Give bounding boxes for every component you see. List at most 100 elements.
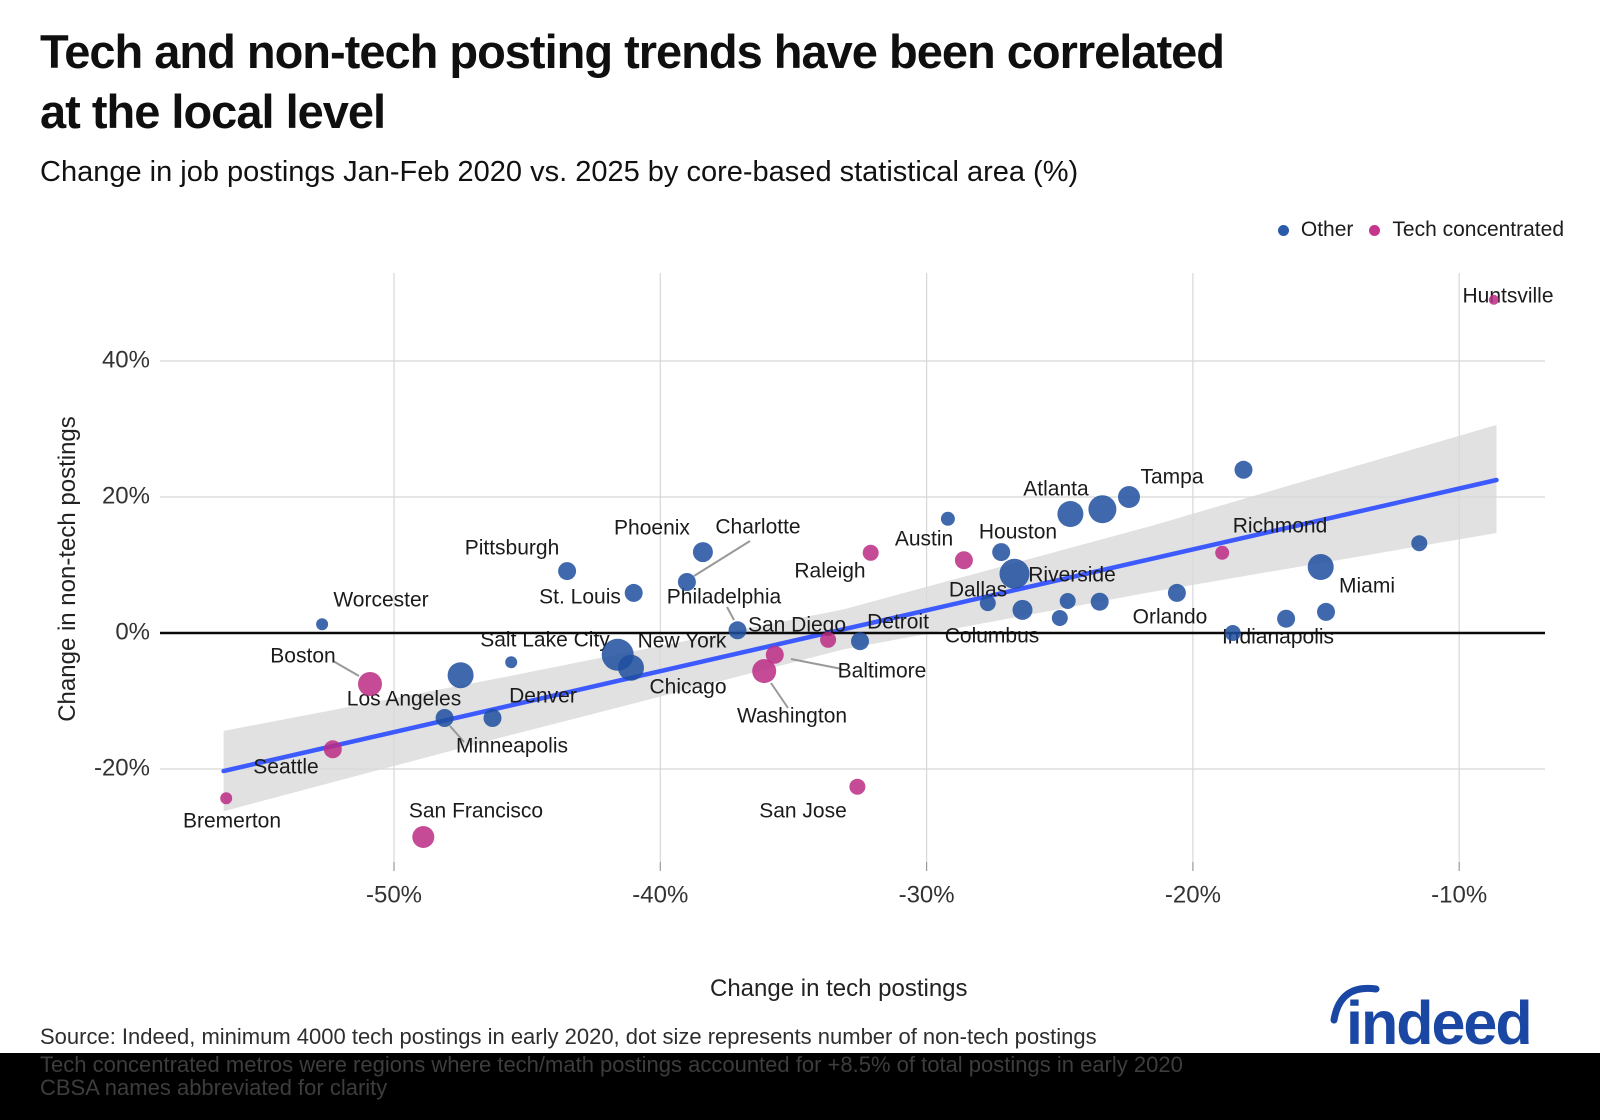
label-leader-line bbox=[449, 725, 465, 743]
scatter-point-richmond bbox=[1215, 545, 1230, 560]
scatter-point-unlabeled bbox=[1277, 609, 1296, 628]
scatter-point-unlabeled bbox=[1059, 593, 1076, 609]
city-label-charlotte: Charlotte bbox=[715, 516, 800, 539]
city-label-phoenix: Phoenix bbox=[614, 517, 690, 540]
city-label-boston: Boston bbox=[270, 645, 335, 668]
scatter-point-san-diego bbox=[820, 631, 837, 648]
scatter-point-washington bbox=[752, 659, 777, 684]
scatter-point-pittsburgh bbox=[558, 562, 577, 581]
city-label-pittsburgh: Pittsburgh bbox=[465, 537, 560, 560]
city-label-new-york: New York bbox=[638, 630, 727, 653]
scatter-point-miami bbox=[1307, 554, 1334, 580]
scatter-point-indianapolis bbox=[1224, 625, 1241, 641]
x-tick-label: -40% bbox=[632, 881, 688, 908]
scatter-point-phoenix bbox=[692, 542, 713, 563]
city-label-baltimore: Baltimore bbox=[838, 660, 927, 683]
legend-dot-other-icon bbox=[1277, 224, 1289, 236]
label-leader-line bbox=[726, 606, 735, 621]
scatter-point-huntsville bbox=[1488, 294, 1499, 305]
y-axis-title: Change in non-tech postings bbox=[54, 416, 81, 722]
y-tick-label: 0% bbox=[115, 618, 150, 645]
x-tick-label: -10% bbox=[1431, 881, 1487, 908]
city-label-houston: Houston bbox=[979, 521, 1057, 544]
city-label-miami: Miami bbox=[1339, 575, 1395, 598]
scatter-point-detroit bbox=[851, 632, 869, 651]
city-label-orlando: Orlando bbox=[1133, 606, 1208, 629]
scatter-point-minneapolis bbox=[435, 709, 454, 727]
scatter-point-unlabeled bbox=[1317, 602, 1335, 621]
scatter-point-salt-lake-city bbox=[505, 656, 518, 669]
legend-dot-tech-icon bbox=[1369, 224, 1381, 236]
city-label-san-jose: San Jose bbox=[759, 800, 847, 823]
city-label-columbus: Columbus bbox=[945, 625, 1040, 648]
footnote-cbsa: CBSA names abbreviated for clarity bbox=[40, 1075, 388, 1100]
scatter-point-atlanta bbox=[1057, 501, 1084, 527]
scatter-point-seattle bbox=[323, 740, 342, 759]
legend: Other Tech concentrated bbox=[1277, 218, 1564, 242]
scatter-point-orlando bbox=[1167, 583, 1186, 602]
scatter-point-worcester bbox=[316, 618, 329, 631]
scatter-point-boston bbox=[358, 672, 382, 696]
scatter-point-san-francisco bbox=[412, 826, 435, 848]
y-tick-label: 40% bbox=[102, 346, 150, 373]
label-leader-line bbox=[770, 682, 789, 709]
legend-label-tech: Tech concentrated bbox=[1392, 218, 1564, 241]
city-label-washington: Washington bbox=[737, 705, 847, 728]
scatter-point-austin bbox=[954, 551, 973, 570]
scatter-point-riverside bbox=[999, 558, 1030, 589]
chart-title: Tech and non-tech posting trends have be… bbox=[40, 25, 1225, 138]
indeed-logo-swoosh-icon bbox=[1330, 984, 1380, 1024]
legend-label-other: Other bbox=[1300, 218, 1354, 241]
label-leader-line bbox=[693, 540, 751, 577]
scatter-point-columbus bbox=[1012, 599, 1033, 620]
scatter-point-bremerton bbox=[220, 792, 233, 805]
city-label-denver: Denver bbox=[509, 685, 577, 708]
scatter-point-denver bbox=[483, 709, 502, 727]
city-label-huntsville: Huntsville bbox=[1462, 285, 1553, 308]
scatter-point-baltimore bbox=[765, 645, 784, 664]
x-tick-label: -20% bbox=[1165, 881, 1221, 908]
scatter-point-unlabeled bbox=[1090, 592, 1109, 611]
scatter-point-unlabeled bbox=[940, 511, 955, 526]
source-note: Source: Indeed, minimum 4000 tech postin… bbox=[40, 1024, 1097, 1049]
chart-subtitle: Change in job postings Jan-Feb 2020 vs. … bbox=[40, 156, 1079, 188]
scatter-point-dallas bbox=[979, 595, 996, 612]
trend-line bbox=[221, 477, 1499, 774]
city-label-philadelphia: Philadelphia bbox=[667, 586, 782, 609]
city-label-minneapolis: Minneapolis bbox=[456, 735, 568, 758]
legend-item-tech: Tech concentrated bbox=[1369, 218, 1564, 242]
city-label-riverside: Riverside bbox=[1028, 564, 1116, 587]
scatter-point-unlabeled bbox=[1411, 535, 1428, 552]
footer-bar: Tech concentrated metros were regions wh… bbox=[0, 1053, 1600, 1120]
scatter-point-philadelphia bbox=[728, 621, 747, 640]
city-label-dallas: Dallas bbox=[949, 579, 1007, 602]
scatter-point-tampa bbox=[1118, 486, 1140, 508]
city-label-raleigh: Raleigh bbox=[794, 560, 865, 583]
scatter-point-houston bbox=[992, 543, 1011, 562]
city-label-san-diego: San Diego bbox=[748, 614, 846, 637]
x-tick-label: -30% bbox=[899, 881, 955, 908]
scatter-point-san-jose bbox=[849, 778, 866, 795]
scatter-point-unlabeled bbox=[1088, 495, 1117, 524]
city-label-atlanta: Atlanta bbox=[1023, 478, 1089, 501]
indeed-logo: indeed bbox=[1330, 984, 1533, 1050]
legend-item-other: Other bbox=[1277, 218, 1354, 242]
city-label-tampa: Tampa bbox=[1140, 466, 1203, 489]
confidence-band bbox=[223, 424, 1497, 812]
scatter-point-raleigh bbox=[862, 544, 879, 561]
footnote-tech-definition: Tech concentrated metros were regions wh… bbox=[40, 1052, 1183, 1077]
city-label-detroit: Detroit bbox=[867, 611, 929, 634]
label-leader-line bbox=[332, 660, 360, 677]
scatter-point-los-angeles bbox=[447, 662, 474, 689]
city-label-st-louis: St. Louis bbox=[539, 586, 621, 609]
x-axis-title: Change in tech postings bbox=[710, 975, 968, 1002]
city-label-chicago: Chicago bbox=[649, 676, 726, 699]
scatter-point-unlabeled bbox=[1234, 460, 1253, 479]
indeed-logo-text: indeed bbox=[1346, 989, 1531, 1050]
city-label-indianapolis: Indianapolis bbox=[1222, 626, 1334, 649]
city-label-richmond: Richmond bbox=[1233, 515, 1328, 538]
city-label-san-francisco: San Francisco bbox=[409, 800, 543, 823]
scatter-point-unlabeled bbox=[1051, 610, 1068, 626]
